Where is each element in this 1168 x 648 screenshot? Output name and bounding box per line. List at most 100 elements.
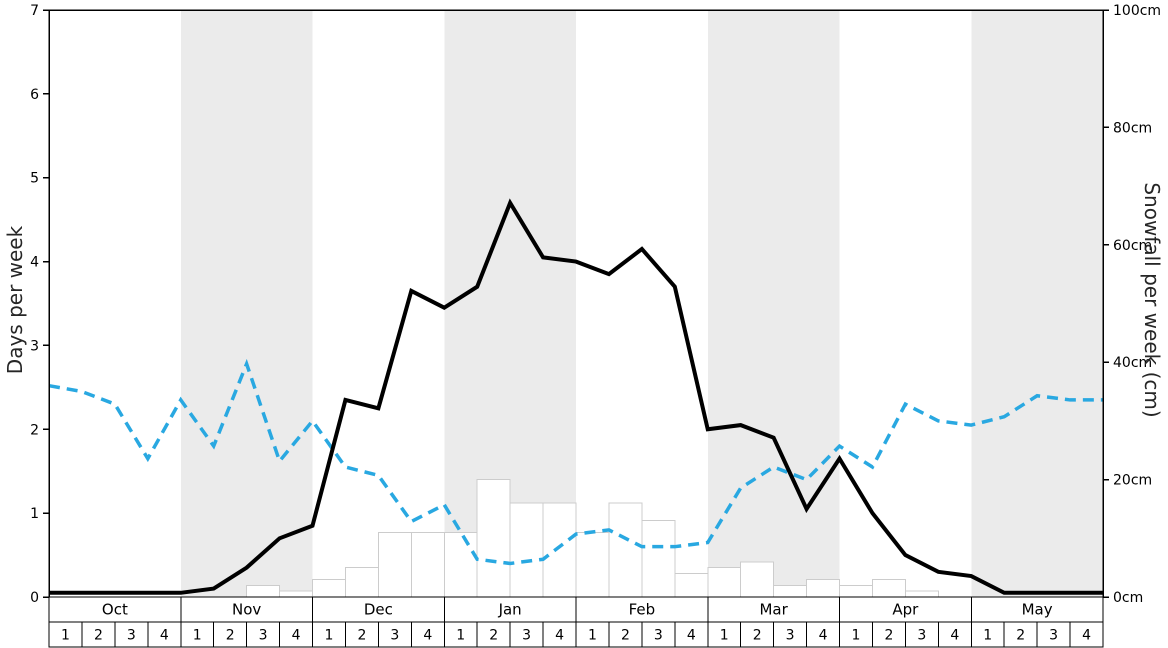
week-cell: [377, 621, 412, 648]
month-cell: [839, 596, 972, 623]
month-label: Feb: [629, 601, 656, 619]
week-cell: [213, 621, 248, 648]
month-label: May: [1022, 601, 1053, 619]
week-cell: [937, 621, 972, 648]
month-cell: [180, 596, 313, 623]
snowfall-bar: [312, 578, 346, 598]
month-cell: [970, 596, 1104, 623]
right-axis-tick-label: 100cm: [1113, 3, 1161, 19]
left-axis-tick-label: 0: [30, 590, 39, 606]
week-number-label: 4: [1082, 628, 1091, 644]
week-cell: [180, 621, 215, 648]
week-number-label: 3: [390, 628, 399, 644]
left-axis-tick-label: 7: [30, 3, 39, 19]
week-number-label: 2: [753, 628, 762, 644]
week-number-label: 2: [226, 628, 235, 644]
week-cell: [773, 621, 808, 648]
week-number-label: 3: [917, 628, 926, 644]
month-shade-band: [180, 10, 313, 597]
snowfall-bar: [707, 567, 742, 598]
snowfall-bar: [279, 590, 313, 598]
week-cell: [740, 621, 775, 648]
week-number-label: 2: [357, 628, 366, 644]
snowfall-bar: [575, 531, 610, 598]
left-axis-tick-label: 3: [30, 338, 39, 354]
month-label: Apr: [892, 601, 919, 619]
week-number-label: 1: [193, 628, 202, 644]
week-cell: [114, 621, 149, 648]
week-cell: [608, 621, 643, 648]
month-shade-band: [707, 10, 840, 597]
week-cell: [806, 621, 840, 648]
month-cell: [575, 596, 709, 623]
week-number-label: 2: [94, 628, 103, 644]
month-cell: [312, 596, 445, 623]
month-label: Dec: [364, 601, 393, 619]
week-number-label: 4: [423, 628, 432, 644]
snowfall-bar: [344, 567, 379, 598]
week-cell: [48, 621, 83, 648]
week-number-label: 1: [983, 628, 992, 644]
week-number-label: 1: [588, 628, 597, 644]
snowfall-bar: [674, 573, 709, 598]
week-number-label: 4: [555, 628, 564, 644]
snowfall-bar: [377, 531, 412, 598]
week-cell: [81, 621, 116, 648]
week-cell: [410, 621, 445, 648]
left-axis-tick-label: 1: [30, 506, 39, 522]
week-number-label: 2: [621, 628, 630, 644]
snowfall-bar: [773, 584, 808, 598]
week-cell: [279, 621, 313, 648]
snowfall-bar: [542, 502, 577, 598]
snowfall-bar: [509, 502, 544, 598]
week-number-label: 1: [325, 628, 334, 644]
right-axis-tick-label: 60cm: [1113, 238, 1152, 254]
week-number-label: 1: [852, 628, 861, 644]
right-axis-tick-label: 40cm: [1113, 355, 1152, 371]
month-cell: [443, 596, 577, 623]
snowfall-bar: [641, 520, 676, 598]
week-cell: [1036, 621, 1071, 648]
series-black-solid-line-days: [49, 198, 1103, 595]
left-axis-tick-label: 5: [30, 171, 39, 187]
month-label: Oct: [102, 601, 128, 619]
week-number-label: 4: [819, 628, 828, 644]
week-cell: [509, 621, 544, 648]
snowfall-bar: [476, 479, 511, 598]
left-axis-tick-label: 2: [30, 422, 39, 438]
right-axis-tick-label: 20cm: [1113, 473, 1152, 489]
right-axis-title: Snowfall per week (cm): [1140, 182, 1164, 418]
month-label: Mar: [759, 601, 788, 619]
week-number-label: 1: [61, 628, 70, 644]
week-number-label: 2: [489, 628, 498, 644]
week-number-label: 1: [456, 628, 465, 644]
snowfall-bar: [246, 584, 281, 598]
month-label: Jan: [498, 601, 522, 619]
week-cell: [904, 621, 939, 648]
week-number-label: 4: [160, 628, 169, 644]
week-number-label: 2: [884, 628, 893, 644]
month-label: Nov: [232, 601, 261, 619]
left-axis-title: Days per week: [3, 225, 27, 375]
week-cell: [443, 621, 478, 648]
right-axis-tick-label: 80cm: [1113, 120, 1152, 136]
left-axis-tick-label: 6: [30, 87, 39, 103]
week-number-label: 3: [786, 628, 795, 644]
week-number-label: 3: [127, 628, 136, 644]
week-cell: [575, 621, 610, 648]
snowfall-bar: [904, 590, 939, 598]
week-number-label: 3: [259, 628, 268, 644]
week-cell: [674, 621, 709, 648]
week-number-label: 3: [522, 628, 531, 644]
snowfall-bar: [443, 531, 478, 598]
week-number-label: 2: [1016, 628, 1025, 644]
snowfall-bar: [740, 561, 775, 598]
week-cell: [839, 621, 873, 648]
week-number-label: 4: [950, 628, 959, 644]
right-axis-tick-label: 0cm: [1113, 590, 1143, 606]
week-number-label: 4: [292, 628, 301, 644]
week-cell: [1069, 621, 1104, 648]
snowfall-bar: [608, 502, 643, 598]
